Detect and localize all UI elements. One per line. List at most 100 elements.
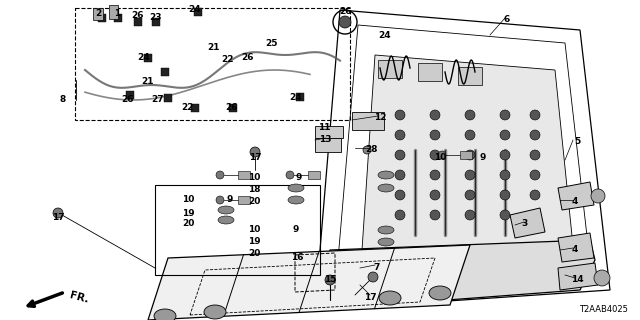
Text: 9: 9 — [296, 172, 302, 181]
Circle shape — [368, 272, 378, 282]
Circle shape — [591, 189, 605, 203]
Circle shape — [438, 151, 446, 159]
Circle shape — [53, 208, 63, 218]
Polygon shape — [315, 240, 595, 310]
Circle shape — [395, 210, 405, 220]
Circle shape — [363, 146, 371, 154]
Ellipse shape — [379, 291, 401, 305]
Circle shape — [500, 150, 510, 160]
Text: 26: 26 — [226, 103, 238, 113]
Text: 23: 23 — [148, 13, 161, 22]
Ellipse shape — [218, 206, 234, 214]
Text: T2AAB4025: T2AAB4025 — [579, 305, 628, 314]
Circle shape — [286, 171, 294, 179]
Text: 12: 12 — [374, 113, 387, 122]
Text: 26: 26 — [241, 52, 253, 61]
Circle shape — [530, 130, 540, 140]
Text: 26: 26 — [339, 7, 351, 17]
Ellipse shape — [218, 216, 234, 224]
Circle shape — [594, 270, 610, 286]
Circle shape — [530, 190, 540, 200]
Bar — [458, 67, 482, 85]
Text: 13: 13 — [319, 135, 332, 145]
Text: 2: 2 — [95, 10, 101, 19]
Text: 5: 5 — [574, 138, 580, 147]
Circle shape — [465, 190, 475, 200]
Circle shape — [430, 110, 440, 120]
Text: 27: 27 — [152, 95, 164, 105]
Polygon shape — [148, 245, 470, 320]
Circle shape — [465, 150, 475, 160]
Polygon shape — [558, 182, 594, 210]
Text: 3: 3 — [521, 220, 527, 228]
Bar — [191, 104, 199, 112]
Polygon shape — [510, 208, 545, 238]
Bar — [308, 171, 320, 179]
Bar — [418, 63, 442, 81]
Bar — [194, 8, 202, 16]
Text: 26: 26 — [131, 12, 143, 20]
Bar — [164, 94, 172, 102]
Text: 22: 22 — [221, 55, 234, 65]
Bar — [93, 8, 103, 20]
Bar — [134, 18, 142, 26]
Text: FR.: FR. — [68, 291, 90, 305]
Circle shape — [430, 150, 440, 160]
Text: 17: 17 — [52, 212, 64, 221]
Ellipse shape — [288, 184, 304, 192]
Polygon shape — [360, 55, 575, 280]
Ellipse shape — [154, 309, 176, 320]
Text: 6: 6 — [504, 15, 510, 25]
Polygon shape — [558, 233, 594, 262]
Circle shape — [216, 171, 224, 179]
Bar — [378, 60, 402, 78]
Circle shape — [500, 110, 510, 120]
Ellipse shape — [288, 196, 304, 204]
Circle shape — [500, 170, 510, 180]
Text: 21: 21 — [208, 43, 220, 52]
Bar — [152, 18, 160, 26]
Bar — [144, 54, 152, 62]
Circle shape — [430, 130, 440, 140]
Polygon shape — [315, 10, 610, 310]
Circle shape — [395, 170, 405, 180]
Text: 14: 14 — [571, 276, 583, 284]
Text: 16: 16 — [291, 252, 303, 261]
Bar — [296, 93, 304, 101]
Text: 15: 15 — [324, 276, 336, 284]
Circle shape — [250, 147, 260, 157]
Bar — [155, 185, 320, 275]
Text: 20: 20 — [248, 249, 260, 258]
Bar — [161, 68, 169, 76]
Text: 19: 19 — [248, 237, 260, 246]
Circle shape — [430, 210, 440, 220]
Text: 9: 9 — [480, 153, 486, 162]
Ellipse shape — [429, 286, 451, 300]
Circle shape — [530, 150, 540, 160]
Bar — [460, 151, 472, 159]
Text: 25: 25 — [266, 39, 278, 49]
Text: 11: 11 — [317, 124, 330, 132]
Text: 22: 22 — [182, 103, 195, 113]
Circle shape — [339, 16, 351, 28]
Polygon shape — [558, 263, 598, 290]
Ellipse shape — [378, 184, 394, 192]
Text: 8: 8 — [60, 95, 66, 105]
Text: 4: 4 — [572, 245, 578, 254]
Bar — [315, 126, 343, 138]
Circle shape — [465, 210, 475, 220]
Circle shape — [465, 130, 475, 140]
Text: 9: 9 — [227, 196, 233, 204]
Circle shape — [500, 210, 510, 220]
Bar — [229, 104, 237, 112]
Bar — [238, 196, 250, 204]
Circle shape — [530, 110, 540, 120]
Ellipse shape — [378, 226, 394, 234]
Circle shape — [395, 150, 405, 160]
Circle shape — [530, 170, 540, 180]
Text: 20: 20 — [182, 220, 194, 228]
Circle shape — [216, 196, 224, 204]
Bar — [315, 138, 341, 152]
Text: 24: 24 — [379, 30, 391, 39]
Text: 21: 21 — [141, 77, 153, 86]
